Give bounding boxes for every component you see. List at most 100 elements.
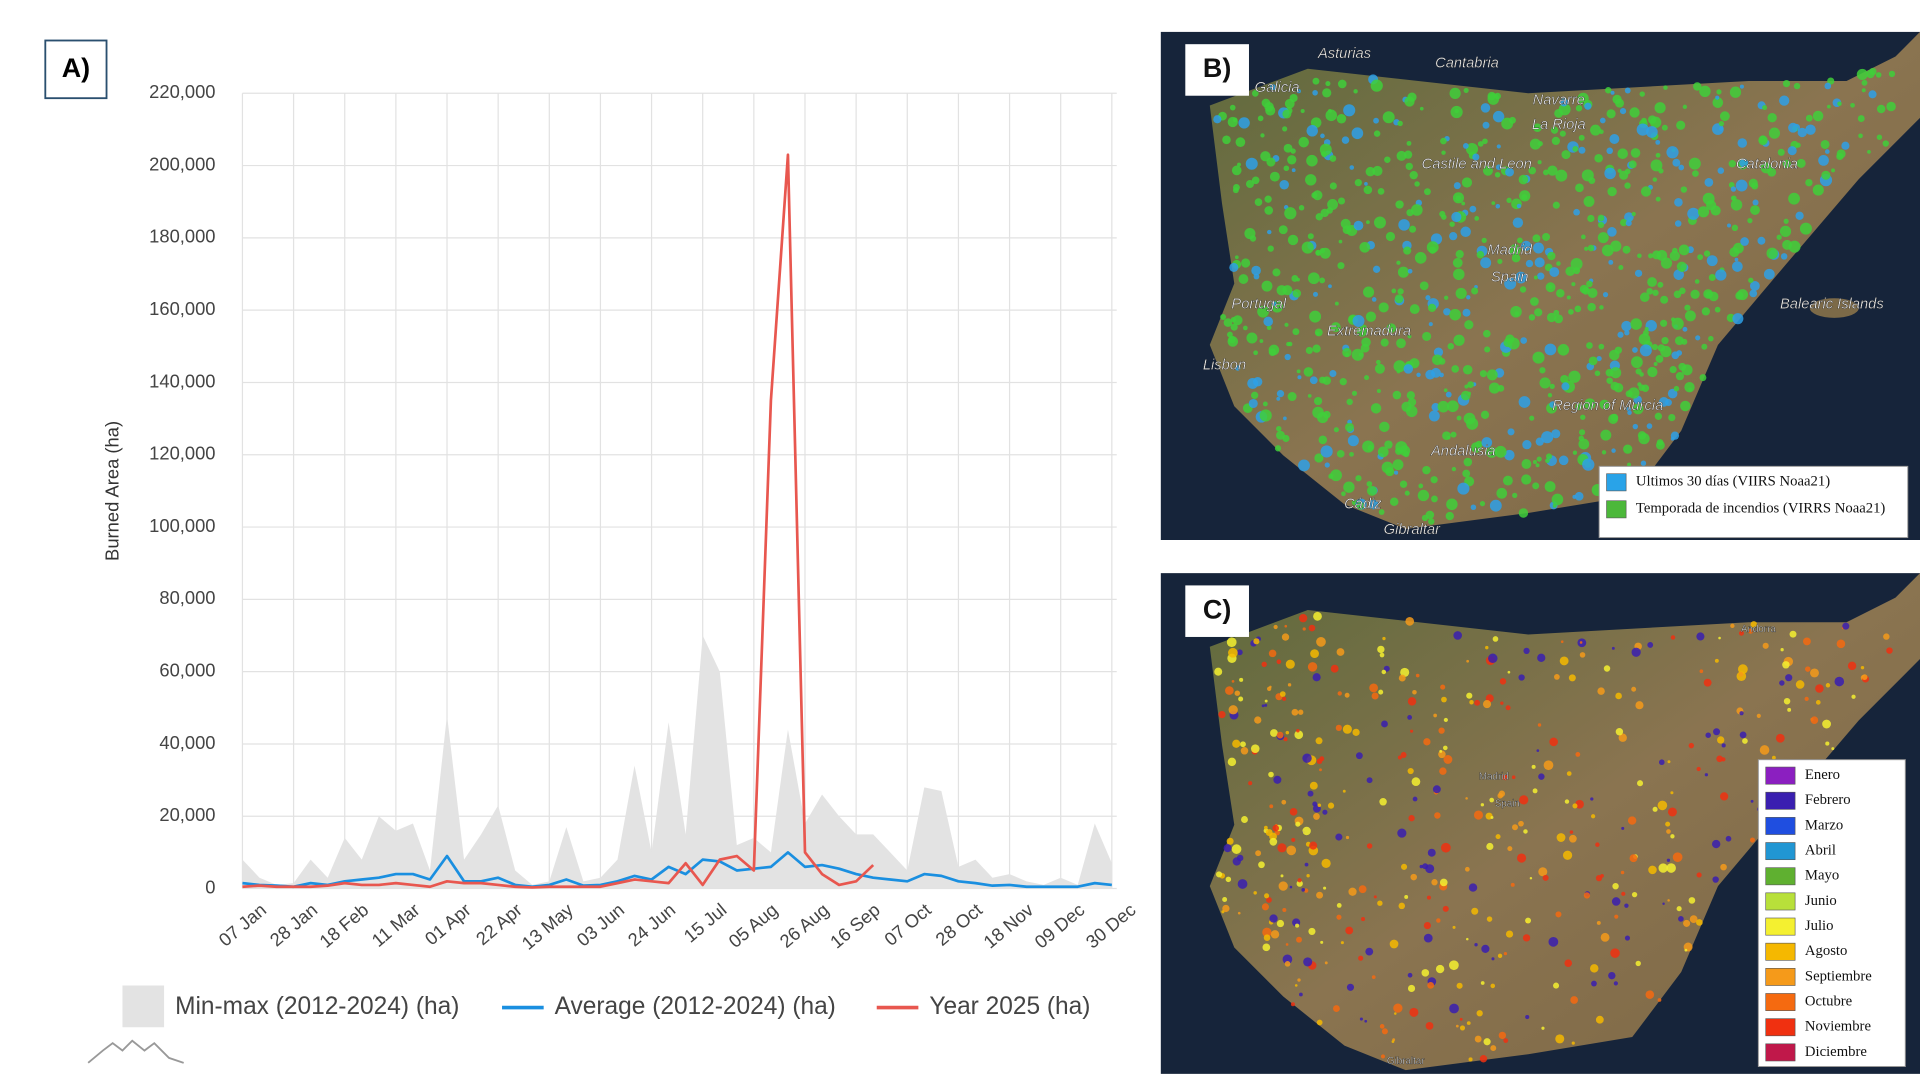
fire-dot bbox=[1325, 109, 1338, 122]
fire-dot bbox=[1708, 335, 1714, 342]
place-label: Andalusia bbox=[1430, 444, 1496, 460]
fire-dot bbox=[1521, 193, 1528, 201]
fire-dot bbox=[1407, 767, 1414, 775]
fire-dot bbox=[1377, 187, 1385, 195]
fire-dot bbox=[1469, 700, 1474, 705]
fire-dot bbox=[1446, 435, 1451, 440]
fire-dot bbox=[1518, 820, 1524, 827]
place-label: Extremadura bbox=[1327, 323, 1411, 339]
fire-dot bbox=[1507, 846, 1513, 852]
fire-dot bbox=[1674, 220, 1682, 227]
fire-dot bbox=[1586, 280, 1593, 288]
fire-dot bbox=[1543, 760, 1554, 771]
fire-dot bbox=[1422, 465, 1431, 475]
x-tick-label: 24 Jun bbox=[624, 899, 680, 951]
fire-dot bbox=[1796, 158, 1806, 168]
fire-dot bbox=[1678, 916, 1684, 922]
fire-dot bbox=[1647, 366, 1658, 378]
fire-dot bbox=[1578, 438, 1590, 450]
fire-dot bbox=[1412, 689, 1417, 695]
x-tick-label: 16 Sep bbox=[826, 899, 884, 953]
fire-dot bbox=[1731, 195, 1737, 202]
fire-dot bbox=[1366, 843, 1373, 849]
fire-dot bbox=[1262, 401, 1268, 407]
fire-dot bbox=[1590, 124, 1601, 136]
fire-dot bbox=[1428, 410, 1440, 422]
fire-dot bbox=[1288, 341, 1293, 347]
fire-dot bbox=[1860, 665, 1865, 670]
fire-dot bbox=[1547, 251, 1556, 261]
fire-dot bbox=[1793, 82, 1801, 90]
fire-dot bbox=[1286, 845, 1297, 856]
fire-dot bbox=[1262, 927, 1272, 938]
fire-dot bbox=[1456, 982, 1463, 989]
fire-dot bbox=[1227, 757, 1237, 767]
fire-dot bbox=[1665, 821, 1671, 827]
legend-label: Average (2012-2024) (ha) bbox=[555, 993, 836, 1020]
fire-dot bbox=[1559, 656, 1569, 666]
fire-dot bbox=[1250, 744, 1260, 753]
fire-dot bbox=[1694, 279, 1700, 284]
fire-dot bbox=[1297, 375, 1302, 380]
fire-dot bbox=[1346, 983, 1355, 991]
fire-dot bbox=[1423, 922, 1431, 930]
fire-dot bbox=[1718, 126, 1724, 131]
fire-dot bbox=[1836, 639, 1846, 649]
fire-dot bbox=[1393, 360, 1406, 373]
fire-dot bbox=[1712, 123, 1724, 135]
fire-dot bbox=[1570, 996, 1579, 1004]
fire-dot bbox=[1379, 652, 1385, 658]
fire-dot bbox=[1470, 504, 1477, 511]
fire-dot bbox=[1421, 969, 1430, 977]
fire-dot bbox=[1671, 317, 1684, 330]
fire-dot bbox=[1370, 79, 1383, 92]
fire-dot bbox=[1437, 400, 1450, 413]
fire-dot bbox=[1378, 302, 1389, 313]
fire-dot bbox=[1805, 124, 1816, 135]
fire-dot bbox=[1471, 907, 1479, 915]
fire-dot bbox=[1568, 370, 1581, 383]
fire-dot bbox=[1287, 392, 1297, 402]
fire-dot bbox=[1731, 224, 1739, 232]
fire-dot bbox=[1276, 919, 1285, 928]
fire-dot bbox=[1559, 98, 1568, 107]
fire-dot bbox=[1431, 879, 1438, 886]
fire-dot bbox=[1426, 895, 1431, 900]
fire-dot bbox=[1441, 842, 1451, 853]
fire-dot bbox=[1281, 799, 1287, 805]
y-tick-label: 80,000 bbox=[159, 587, 215, 608]
fire-dot bbox=[1573, 267, 1581, 275]
fire-dot bbox=[1246, 332, 1258, 344]
fire-dot bbox=[1659, 396, 1669, 407]
fire-dot bbox=[1229, 104, 1236, 111]
x-tick-label: 26 Aug bbox=[775, 899, 832, 952]
fire-dot bbox=[1261, 661, 1267, 668]
map-legend-swatch bbox=[1765, 842, 1796, 861]
fire-dot bbox=[1298, 136, 1309, 148]
fire-dot bbox=[1750, 205, 1760, 215]
fire-dot bbox=[1349, 165, 1355, 170]
fire-dot bbox=[1439, 749, 1443, 753]
fire-dot bbox=[1405, 162, 1413, 171]
fire-dot bbox=[1377, 446, 1389, 458]
fire-dot bbox=[1465, 797, 1468, 800]
fire-dot bbox=[1260, 133, 1265, 138]
fire-dot bbox=[1356, 326, 1368, 337]
fire-dot bbox=[1312, 77, 1320, 85]
fire-dot bbox=[1488, 382, 1500, 394]
fire-dot bbox=[1654, 412, 1663, 420]
fire-dot bbox=[1748, 178, 1758, 188]
fire-dot bbox=[1382, 111, 1395, 124]
fire-dot bbox=[1604, 167, 1616, 180]
fire-dot bbox=[1479, 1055, 1488, 1063]
fire-dot bbox=[1630, 148, 1641, 158]
fire-dot bbox=[1407, 715, 1413, 720]
fire-dot bbox=[1479, 500, 1486, 507]
fire-dot bbox=[1491, 957, 1495, 961]
fire-dot bbox=[1538, 867, 1548, 877]
fire-dot bbox=[1365, 311, 1377, 322]
fire-dot bbox=[1779, 95, 1790, 106]
fire-dot bbox=[1408, 815, 1415, 822]
fire-dot bbox=[1618, 733, 1627, 742]
fire-dot bbox=[1553, 982, 1560, 989]
